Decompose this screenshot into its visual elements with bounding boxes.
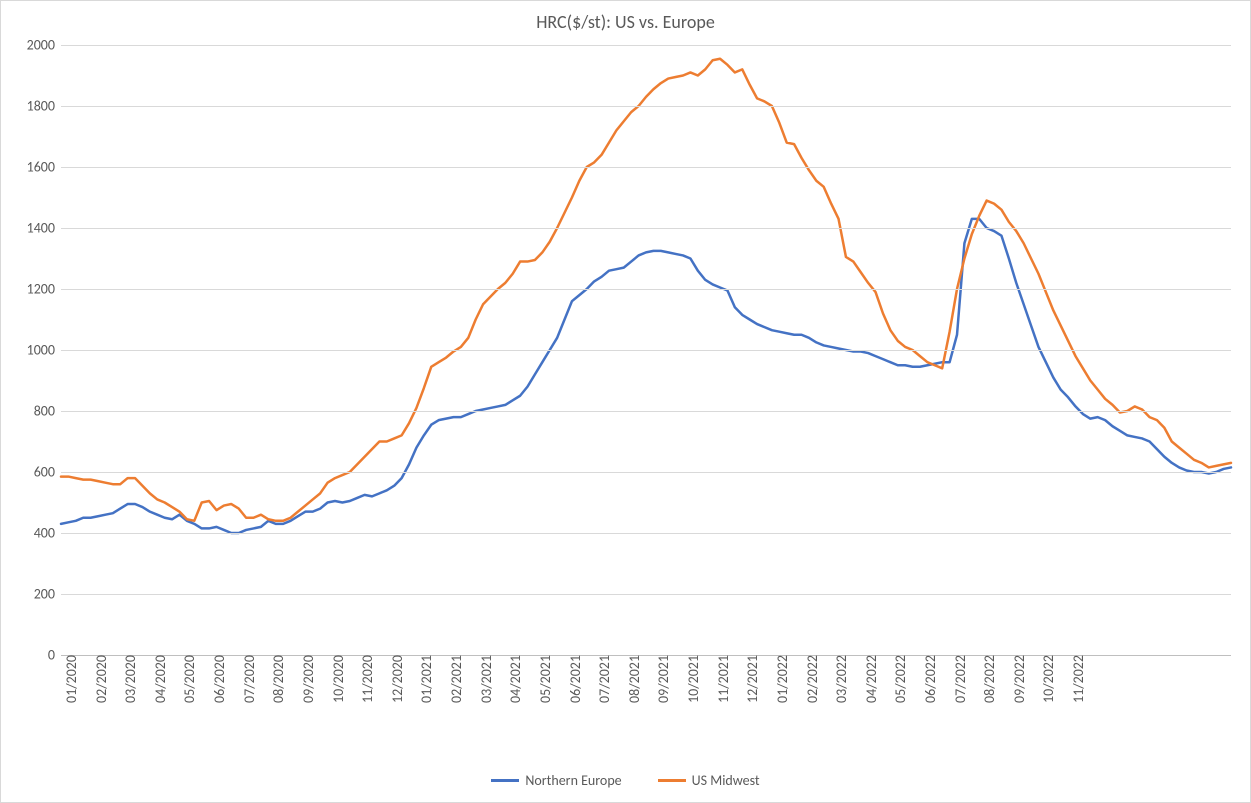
legend-item: US Midwest — [658, 772, 760, 789]
x-axis-tick-label: 11/2022 — [1068, 655, 1087, 703]
y-axis-tick-label: 800 — [34, 403, 61, 420]
x-axis-tick-label: 08/2021 — [624, 655, 643, 703]
series-line — [61, 219, 1231, 533]
chart-title: HRC($/st): US vs. Europe — [1, 11, 1250, 33]
x-axis-tick-label: 07/2021 — [594, 655, 613, 703]
gridline — [61, 472, 1231, 473]
x-axis-tick-label: 12/2020 — [387, 655, 406, 703]
legend-label: Northern Europe — [525, 772, 621, 789]
y-axis-tick-label: 1400 — [27, 220, 61, 237]
x-axis-tick-label: 05/2022 — [890, 655, 909, 703]
x-axis-tick-label: 08/2022 — [979, 655, 998, 703]
x-axis-tick-label: 06/2020 — [209, 655, 228, 703]
x-axis-tick-label: 12/2021 — [742, 655, 761, 703]
x-axis-tick-label: 03/2020 — [120, 655, 139, 703]
gridline — [61, 289, 1231, 290]
x-axis-tick-label: 03/2022 — [831, 655, 850, 703]
x-axis-tick-label: 01/2020 — [61, 655, 80, 703]
legend-swatch — [658, 779, 686, 782]
x-axis-tick-label: 03/2021 — [476, 655, 495, 703]
x-axis-tick-label: 09/2022 — [1009, 655, 1028, 703]
x-axis-tick-label: 10/2022 — [1038, 655, 1057, 703]
x-axis-tick-label: 11/2020 — [357, 655, 376, 703]
x-axis-tick-label: 05/2021 — [535, 655, 554, 703]
x-axis-tick-label: 04/2020 — [150, 655, 169, 703]
y-axis-tick-label: 400 — [34, 525, 61, 542]
y-axis-tick-label: 2000 — [27, 37, 61, 54]
gridline — [61, 228, 1231, 229]
y-axis-tick-label: 1000 — [27, 342, 61, 359]
y-axis-tick-label: 1200 — [27, 281, 61, 298]
x-axis-tick-label: 10/2020 — [328, 655, 347, 703]
y-axis-tick-label: 1600 — [27, 159, 61, 176]
x-axis-tick-label: 01/2022 — [772, 655, 791, 703]
x-axis-tick-label: 09/2020 — [298, 655, 317, 703]
gridline — [61, 167, 1231, 168]
x-axis-tick-label: 04/2022 — [861, 655, 880, 703]
y-axis-tick-label: 200 — [34, 586, 61, 603]
gridline — [61, 594, 1231, 595]
x-axis-tick-label: 06/2022 — [920, 655, 939, 703]
x-axis-tick-label: 07/2022 — [950, 655, 969, 703]
gridline — [61, 45, 1231, 46]
y-axis-tick-label: 600 — [34, 464, 61, 481]
x-axis-tick-label: 04/2021 — [505, 655, 524, 703]
x-axis-tick-label: 09/2021 — [653, 655, 672, 703]
x-axis-tick-label: 02/2020 — [91, 655, 110, 703]
x-axis-tick-label: 06/2021 — [565, 655, 584, 703]
legend-swatch — [491, 779, 519, 782]
x-axis-tick-label: 11/2021 — [713, 655, 732, 703]
x-axis-tick-label: 05/2020 — [179, 655, 198, 703]
x-axis-tick-label: 01/2021 — [416, 655, 435, 703]
y-axis-tick-label: 0 — [48, 647, 61, 664]
x-axis-tick-label: 07/2020 — [239, 655, 258, 703]
gridline — [61, 350, 1231, 351]
plot-area: 020040060080010001200140016001800200001/… — [61, 45, 1231, 655]
chart-legend: Northern Europe US Midwest — [1, 769, 1250, 789]
gridline — [61, 411, 1231, 412]
x-axis-tick-label: 02/2022 — [802, 655, 821, 703]
legend-label: US Midwest — [692, 772, 760, 789]
x-axis-tick-label: 10/2021 — [683, 655, 702, 703]
gridline — [61, 106, 1231, 107]
x-axis-tick-label: 02/2021 — [446, 655, 465, 703]
y-axis-tick-label: 1800 — [27, 98, 61, 115]
x-axis-tick-label: 08/2020 — [268, 655, 287, 703]
gridline — [61, 533, 1231, 534]
legend-item: Northern Europe — [491, 772, 621, 789]
chart-frame: HRC($/st): US vs. Europe 020040060080010… — [0, 0, 1251, 803]
